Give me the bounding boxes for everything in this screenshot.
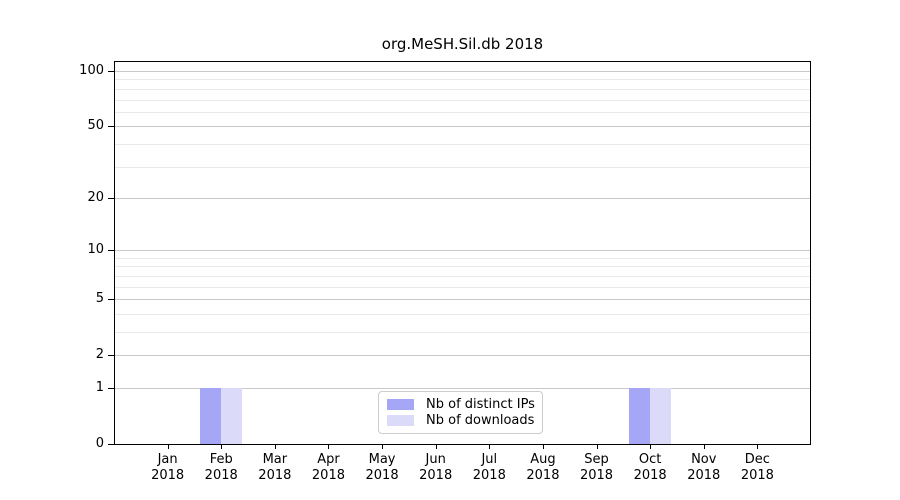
bar-downloads	[221, 388, 243, 444]
major-gridline	[115, 250, 810, 252]
legend-item-downloads: Nb of downloads	[387, 413, 534, 428]
x-tick	[328, 444, 330, 449]
legend-label-downloads: Nb of downloads	[426, 413, 535, 428]
y-tick	[108, 197, 114, 199]
major-gridline	[115, 126, 810, 128]
x-tick-label-year: 2018	[419, 468, 453, 483]
major-gridline	[115, 197, 810, 199]
x-tick	[435, 444, 437, 449]
bar-distinct-ips	[200, 388, 222, 444]
minor-gridline	[115, 111, 810, 113]
y-tick-label: 1	[95, 379, 104, 395]
x-tick-label-month: Sep	[584, 452, 609, 467]
x-tick	[221, 444, 223, 449]
x-tick-label: Sep 2018	[569, 452, 625, 484]
x-tick	[757, 444, 759, 449]
x-tick-label-month: Jul	[481, 452, 498, 467]
x-tick-label-year: 2018	[579, 468, 614, 483]
x-tick	[382, 444, 384, 449]
x-tick-label-month: Apr	[317, 452, 340, 467]
x-tick-label-month: Aug	[530, 452, 556, 467]
legend-swatch-downloads-icon	[387, 415, 414, 426]
y-tick-label: 100	[79, 63, 104, 79]
minor-gridline	[115, 266, 810, 268]
x-tick-label-month: Feb	[209, 452, 233, 467]
y-tick-label: 50	[87, 118, 104, 134]
x-tick-label-month: Oct	[638, 452, 662, 467]
x-tick-label-month: Mar	[262, 452, 288, 467]
x-tick-label-year: 2018	[151, 468, 185, 483]
minor-gridline	[115, 166, 810, 168]
x-tick-label-month: Jun	[425, 452, 446, 467]
x-tick-label: Jun 2018	[408, 452, 464, 484]
x-tick-label: Aug 2018	[515, 452, 571, 484]
x-tick-label: Feb 2018	[193, 452, 249, 484]
minor-gridline	[115, 99, 810, 101]
x-tick-label: Oct 2018	[622, 452, 678, 484]
x-tick	[489, 444, 491, 449]
x-tick-label-month: Dec	[744, 452, 770, 467]
y-tick	[108, 444, 114, 445]
chart-title: org.MeSH.Sil.db 2018	[381, 35, 544, 53]
x-tick-label-year: 2018	[258, 468, 292, 483]
y-tick-label: 0	[95, 436, 104, 451]
major-gridline	[115, 355, 810, 357]
x-tick-label: Apr 2018	[300, 452, 356, 484]
x-tick-label: Jul 2018	[461, 452, 517, 484]
bar-downloads	[650, 388, 672, 444]
x-tick-label: Jan 2018	[140, 452, 196, 484]
minor-gridline	[115, 331, 810, 333]
y-tick-label: 2	[95, 347, 104, 363]
x-tick-label-year: 2018	[740, 468, 774, 483]
plot-area	[114, 61, 811, 445]
legend-swatch-distinct-ips-icon	[387, 399, 414, 410]
y-tick	[108, 355, 114, 357]
x-tick-label: Mar 2018	[247, 452, 303, 484]
x-tick-label-year: 2018	[365, 468, 399, 483]
y-tick-label: 10	[87, 242, 104, 258]
x-tick-label: May 2018	[354, 452, 410, 484]
y-tick	[108, 387, 114, 389]
x-tick-label: Nov 2018	[676, 452, 732, 484]
legend-item-distinct-ips: Nb of distinct IPs	[387, 397, 535, 412]
x-tick-label-year: 2018	[633, 468, 667, 483]
y-tick	[108, 71, 114, 73]
minor-gridline	[115, 79, 810, 81]
x-tick-label-year: 2018	[526, 468, 560, 483]
x-tick	[542, 444, 544, 449]
x-tick-label-year: 2018	[472, 468, 506, 483]
x-tick-label: Dec 2018	[729, 452, 785, 484]
x-tick	[650, 444, 652, 449]
x-tick-label-month: Jan	[157, 452, 178, 467]
bar-distinct-ips	[629, 388, 651, 444]
minor-gridline	[115, 275, 810, 277]
x-tick	[167, 444, 169, 449]
minor-gridline	[115, 143, 810, 145]
legend-label-distinct-ips: Nb of distinct IPs	[426, 397, 535, 412]
minor-gridline	[115, 257, 810, 259]
x-tick-label-year: 2018	[204, 468, 238, 483]
major-gridline	[115, 71, 810, 73]
x-tick-label-month: May	[368, 452, 396, 467]
legend: Nb of distinct IPs Nb of downloads	[378, 391, 543, 434]
x-tick-label-month: Nov	[691, 452, 717, 467]
y-tick-label: 20	[87, 189, 104, 205]
x-tick-label-year: 2018	[311, 468, 345, 483]
minor-gridline	[115, 88, 810, 90]
x-tick	[274, 444, 276, 449]
x-tick-label-year: 2018	[687, 468, 721, 483]
major-gridline	[115, 299, 810, 301]
x-tick	[703, 444, 705, 449]
y-tick	[108, 250, 114, 252]
major-gridline	[115, 387, 810, 389]
y-tick	[108, 299, 114, 301]
minor-gridline	[115, 313, 810, 315]
y-tick	[108, 126, 114, 128]
x-tick	[596, 444, 598, 449]
y-tick-label: 5	[95, 291, 104, 307]
minor-gridline	[115, 286, 810, 288]
